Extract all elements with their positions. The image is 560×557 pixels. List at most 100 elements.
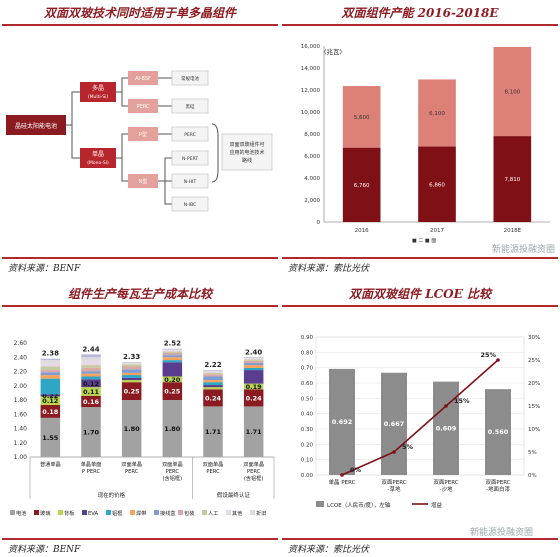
x-tick-label: 2017 xyxy=(430,228,444,234)
bar-segment xyxy=(121,363,142,365)
bar-segment xyxy=(162,376,183,383)
legend-swatch xyxy=(130,510,135,515)
bar-segment xyxy=(162,348,183,350)
panel-title: 双面组件产能 2016-2018E xyxy=(341,6,499,20)
legend-label: 背板 xyxy=(64,509,75,517)
root-label: 晶硅太阳能电池 xyxy=(15,122,57,130)
bar-segment xyxy=(243,357,264,359)
segment-label: 0.16 xyxy=(83,398,100,406)
segment-label: 0.25 xyxy=(164,388,181,396)
legend-text: ■ 二 ■ 面 xyxy=(412,238,436,244)
bar-segment xyxy=(243,362,264,366)
panel-title: 双面双玻组件 LCOE 比较 xyxy=(349,287,491,301)
node-p-type xyxy=(128,127,158,141)
watermark: 新能源投融资圈 xyxy=(470,526,533,538)
legend-label: 接线盒 xyxy=(160,509,176,517)
note-line-2: 应用的电池技术 xyxy=(229,149,264,156)
gain-label: 15% xyxy=(454,397,470,405)
legend-label: 玻璃 xyxy=(40,509,50,517)
segment-label: 0.20 xyxy=(164,376,181,384)
data-label: 6,860 xyxy=(429,182,445,188)
source-rule xyxy=(282,538,558,540)
title-rule xyxy=(282,305,558,307)
watermark: 新能源投融资圈 xyxy=(492,243,555,255)
bar-segment xyxy=(162,352,183,356)
y-tick-label: 0.10 xyxy=(301,458,314,464)
y2-tick-label: 0% xyxy=(528,473,537,479)
cell-label: 黑硅 xyxy=(186,103,195,110)
y-tick-label: 1.00 xyxy=(14,454,28,461)
cell-label: N-HIT xyxy=(184,179,197,185)
node-label: P型 xyxy=(139,131,147,138)
segment-label: 1.55 xyxy=(42,434,59,442)
x-tick-label: -沙地 xyxy=(440,485,453,493)
y-tick-label: 2.60 xyxy=(14,340,28,347)
x-tick-label: 单晶单面 xyxy=(81,460,102,468)
bar-segment xyxy=(203,370,223,371)
segment-label: 1.80 xyxy=(164,425,181,433)
bar-segment xyxy=(81,395,101,408)
source-note: 资料来源：BENF xyxy=(8,264,81,274)
cell-node xyxy=(171,173,209,189)
note-line-1: 双面双玻组件可 xyxy=(229,141,264,148)
bar-segment xyxy=(121,377,142,381)
legend-swatch xyxy=(316,501,324,507)
total-label: 2.52 xyxy=(164,340,181,348)
data-label: 6,760 xyxy=(354,183,370,189)
y-tick-label: 12,000 xyxy=(301,88,321,94)
bar-segment xyxy=(243,358,264,360)
y-tick-label: 0.80 xyxy=(301,350,314,356)
mono-sub: (Mono-Si) xyxy=(87,160,109,166)
segment-label: 1.71 xyxy=(246,428,263,436)
bar-segment xyxy=(81,371,101,374)
tech-tree-panel: 双面双玻技术同时适用于单多晶组件 晶硅太阳能电池 多晶 (Multi-Si) 单… xyxy=(2,2,278,274)
y-tick-label: 1.20 xyxy=(14,440,28,447)
x-tick-label: PERC xyxy=(206,469,220,475)
gain-point xyxy=(392,450,396,454)
x-tick-label: P PERC xyxy=(82,469,101,475)
bar-segment xyxy=(493,136,532,222)
bar-segment xyxy=(203,380,223,383)
bar-segment xyxy=(162,350,183,352)
segment-label: 1.71 xyxy=(205,428,222,436)
data-label: 0.692 xyxy=(332,418,353,426)
lcoe-chart: 新能源投融资圈 0.00 0.10 0.20 0.30 0.40 0.50 0.60 0.70… xyxy=(301,335,540,538)
y-tick-label: 6,000 xyxy=(304,154,320,160)
bar-segment xyxy=(243,365,264,368)
bar-segment xyxy=(203,374,223,377)
bar-segment xyxy=(342,147,381,222)
cell-label: N-PERT xyxy=(182,156,198,162)
segment-label: 1.70 xyxy=(83,429,100,437)
y-tick-label: 1.80 xyxy=(14,397,28,404)
legend-label: 铝框 xyxy=(112,509,122,517)
legend-label: 电池 xyxy=(16,509,26,517)
y2-tick-label: 30% xyxy=(528,335,540,341)
legend-swatch xyxy=(82,510,87,515)
connector xyxy=(71,125,80,159)
bar-segment xyxy=(203,376,223,381)
source-note: 资料来源：索比光伏 xyxy=(288,545,370,555)
node-al-bsf xyxy=(128,71,158,85)
bar-segment xyxy=(40,394,61,397)
unit-label: (兆瓦) xyxy=(324,47,342,56)
bar-segment xyxy=(203,370,223,372)
node-label: N型 xyxy=(139,178,148,185)
y-tick-label: 2.40 xyxy=(14,354,28,361)
segment-label: 0.19 xyxy=(246,383,263,391)
bar xyxy=(381,372,407,475)
legend-swatch xyxy=(106,510,111,515)
x-tick-label: 普通单晶 xyxy=(40,460,61,468)
bar-segment xyxy=(81,357,101,361)
y-tick-label: 1.60 xyxy=(14,411,28,418)
bar-segment xyxy=(203,372,223,375)
legend-label: 人工 xyxy=(208,510,218,517)
panel-title: 组件生产每瓦生产成本比较 xyxy=(67,287,212,301)
x-tick-label: PERC xyxy=(125,469,139,475)
x-tick-label: 2016 xyxy=(355,228,369,234)
data-label: 5,600 xyxy=(354,115,370,121)
bar-segment xyxy=(81,365,101,368)
bar-segment xyxy=(121,366,142,370)
source-note: 资料来源：BENF xyxy=(8,545,81,555)
bar-segment xyxy=(243,360,264,363)
y2-tick-label: 25% xyxy=(528,358,540,364)
